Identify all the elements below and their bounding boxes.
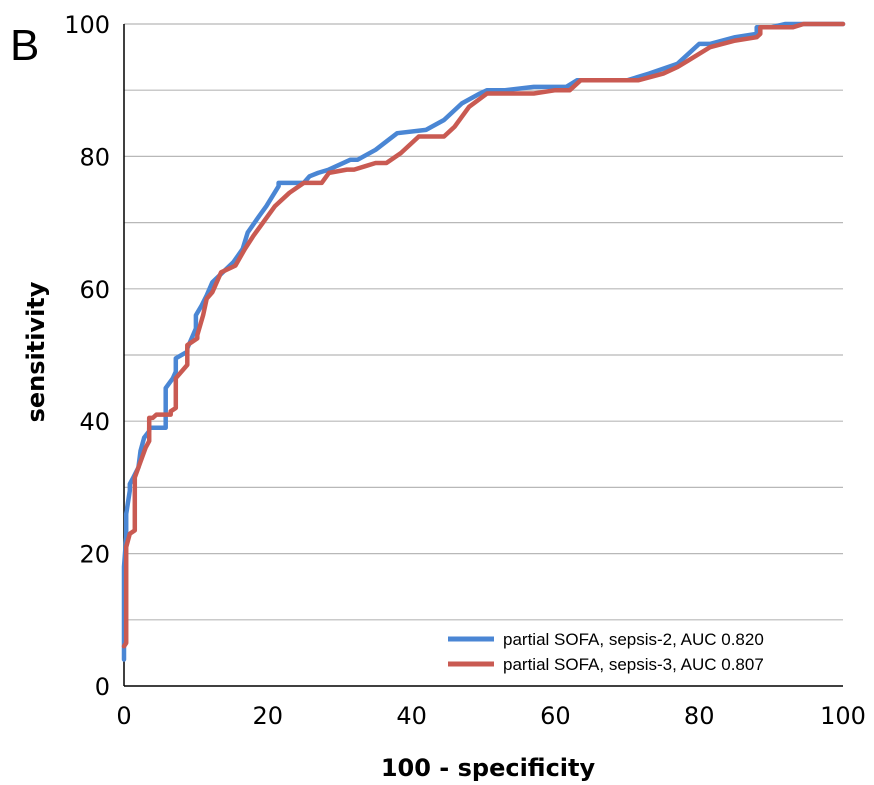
x-tick-label-0: 0 — [116, 702, 131, 730]
y-tick-label-80: 80 — [79, 143, 110, 171]
series-line-sepsis-3 — [121, 21, 846, 649]
series-lines — [121, 21, 846, 662]
x-axis-title: 100 - specificity — [381, 754, 596, 782]
tick-labels: 0 20 40 60 80 100 0 20 40 60 80 100 — [64, 11, 866, 730]
y-tick-label-20: 20 — [79, 541, 110, 569]
panel-label: B — [10, 21, 39, 70]
series-line-sepsis-2 — [121, 21, 846, 662]
legend-label-sepsis-2: partial SOFA, sepsis-2, AUC 0.820 — [503, 630, 764, 649]
y-tick-label-40: 40 — [79, 408, 110, 436]
y-tick-label-100: 100 — [64, 11, 110, 39]
y-tick-label-0: 0 — [95, 673, 110, 701]
legend-label-sepsis-3: partial SOFA, sepsis-3, AUC 0.807 — [503, 655, 764, 674]
x-tick-label-100: 100 — [820, 702, 866, 730]
legend: partial SOFA, sepsis-2, AUC 0.820 partia… — [448, 630, 764, 674]
x-tick-label-20: 20 — [253, 702, 284, 730]
y-axis-title: sensitivity — [22, 281, 50, 422]
y-tick-label-60: 60 — [79, 276, 110, 304]
gridlines — [124, 23, 843, 621]
x-tick-label-60: 60 — [540, 702, 571, 730]
x-tick-label-80: 80 — [684, 702, 715, 730]
x-tick-label-40: 40 — [396, 702, 427, 730]
